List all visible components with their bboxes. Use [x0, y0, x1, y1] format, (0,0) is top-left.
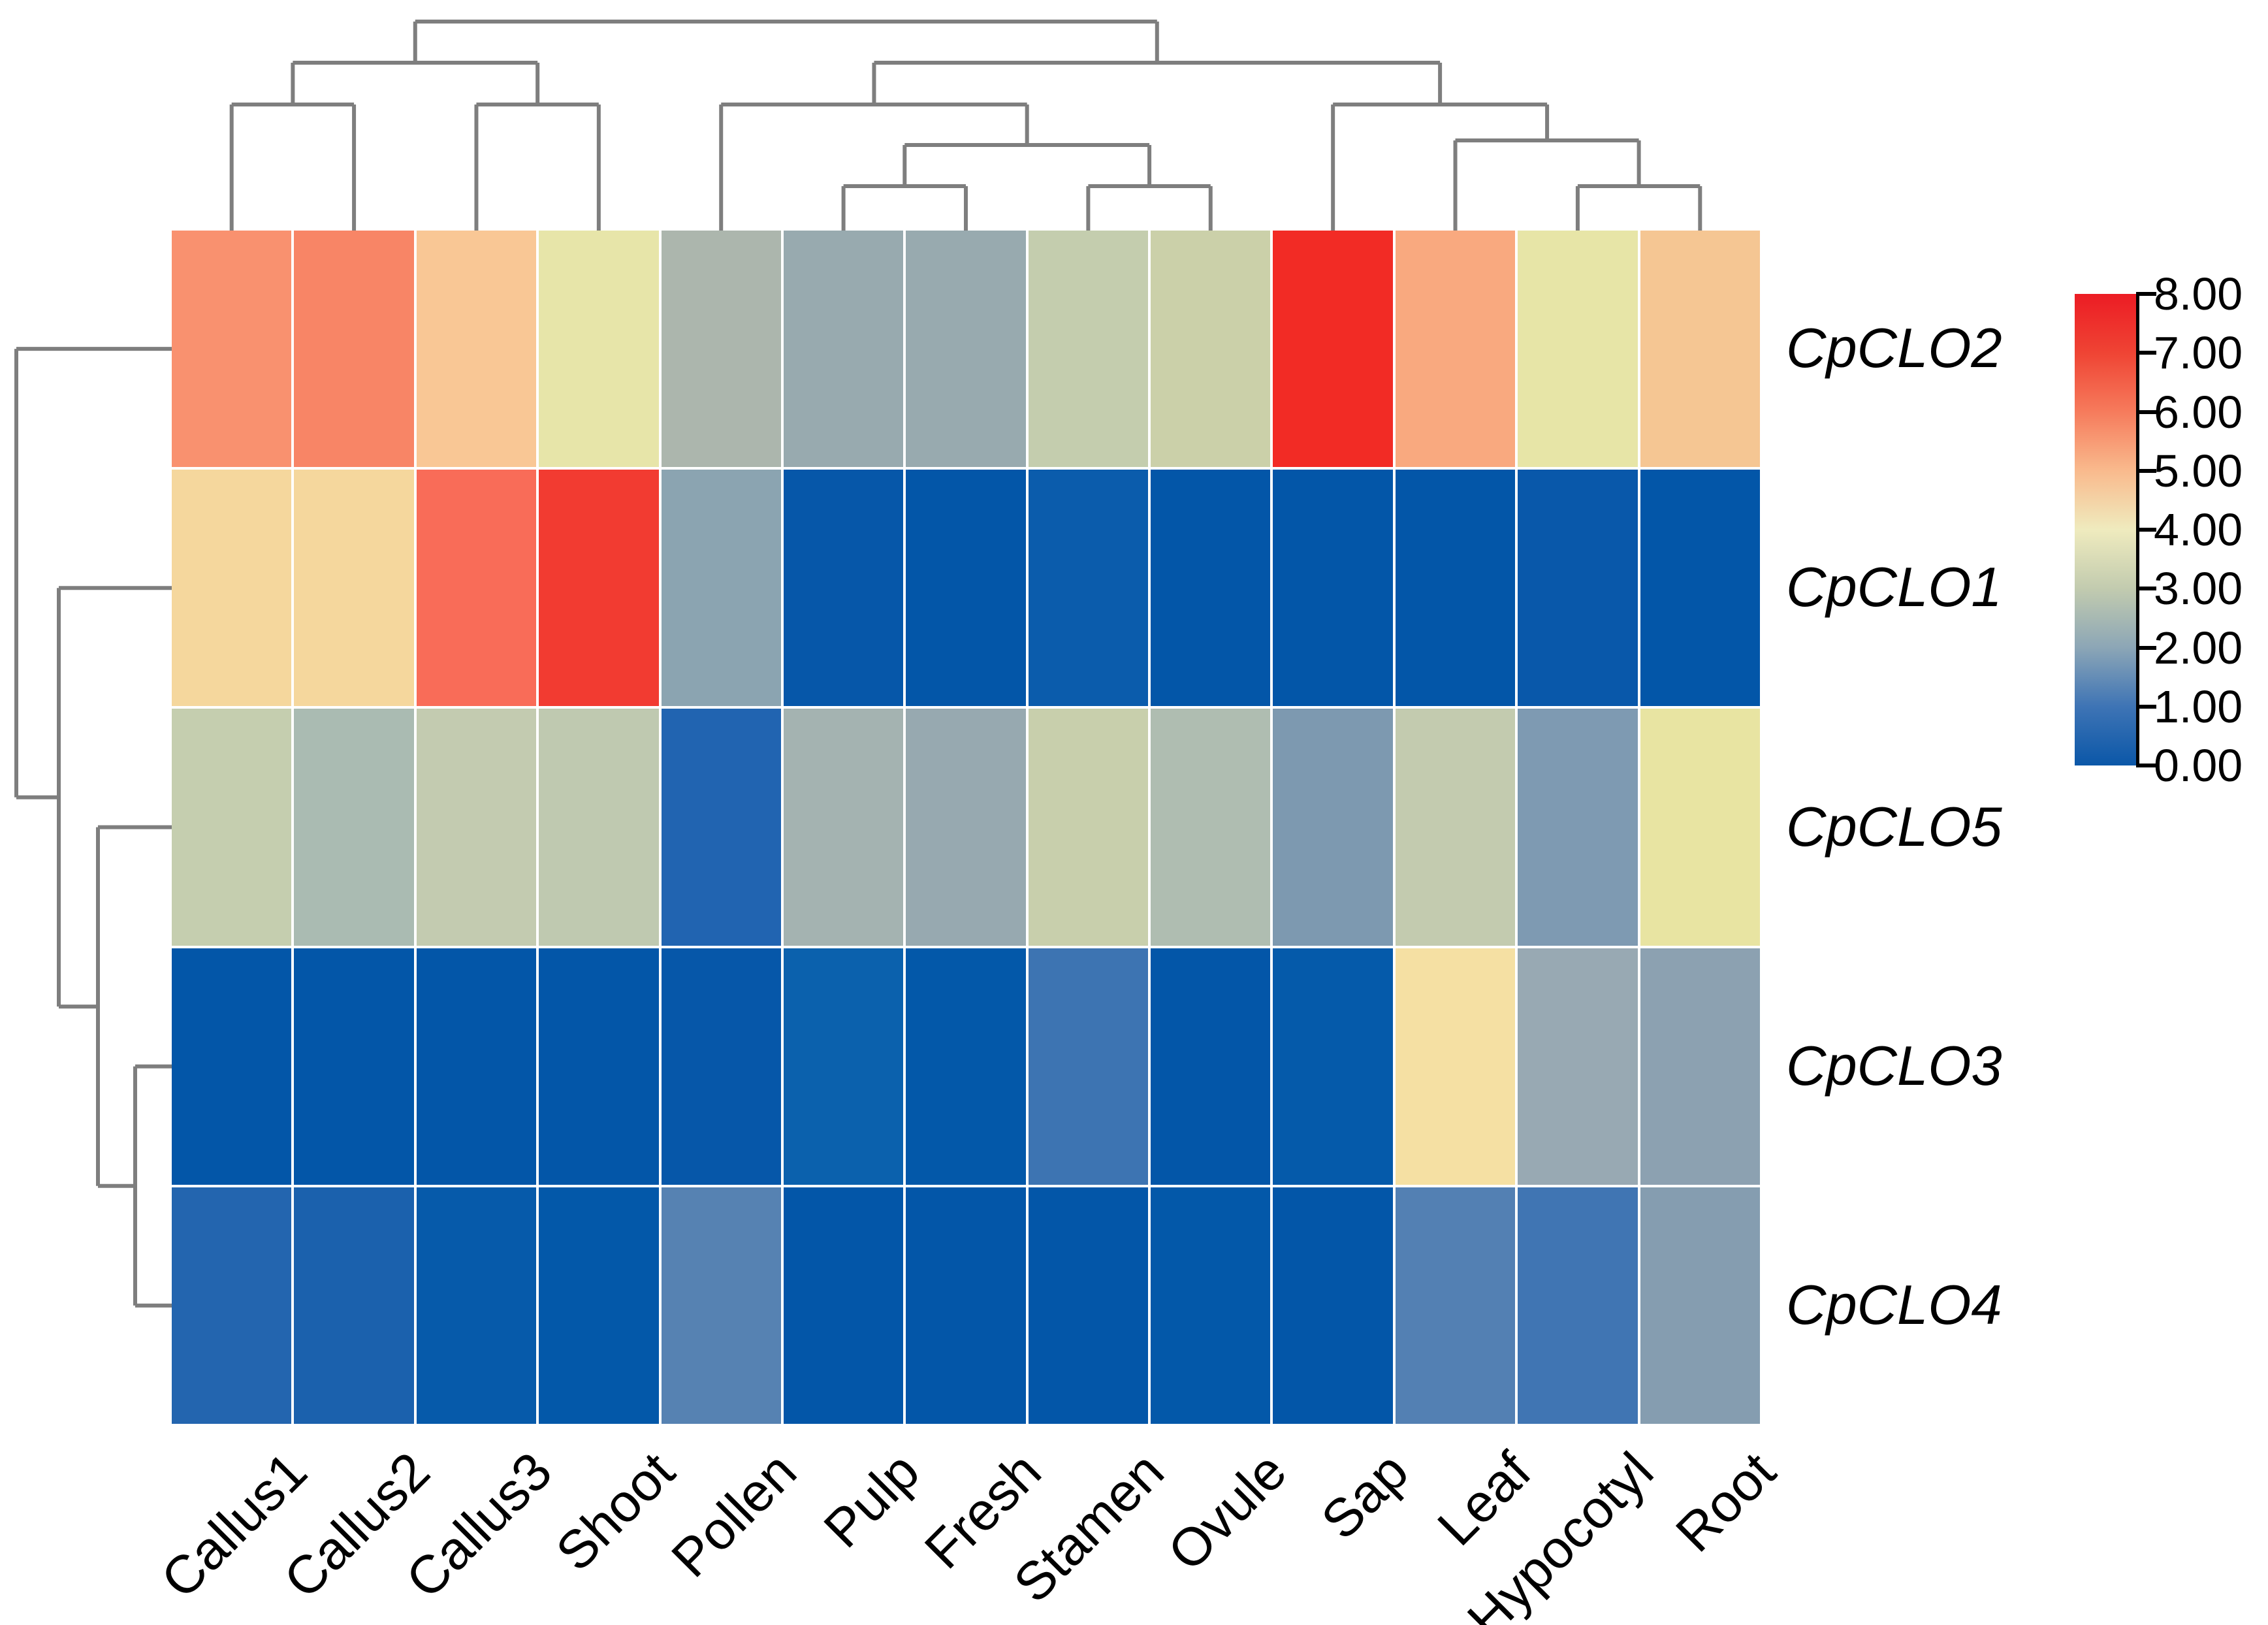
heatmap-cell	[1640, 948, 1760, 1185]
heatmap-cell	[416, 231, 537, 468]
heatmap-cell	[294, 231, 414, 468]
heatmap-cell	[1273, 470, 1393, 707]
heatmap-cell	[906, 1187, 1026, 1424]
heatmap-cell	[906, 948, 1026, 1185]
heatmap-cell	[294, 948, 414, 1185]
heatmap-cell	[661, 1187, 781, 1424]
heatmap-cell	[1028, 709, 1149, 946]
heatmap-cell	[1518, 231, 1638, 468]
column-label: Shoot	[545, 1441, 686, 1583]
colorbar-tick	[2139, 587, 2156, 591]
heatmap-cell	[783, 948, 904, 1185]
row-label: CpCLO2	[1786, 317, 2002, 380]
heatmap-cell	[661, 709, 781, 946]
colorbar-tick-label: 1.00	[2154, 681, 2243, 732]
heatmap-cell	[783, 709, 904, 946]
column-label: Pulp	[812, 1441, 931, 1560]
heatmap-cell	[1273, 231, 1393, 468]
heatmap-cell	[1028, 948, 1149, 1185]
heatmap-cell	[1395, 1187, 1516, 1424]
heatmap-cell	[1518, 470, 1638, 707]
colorbar-tick	[2139, 645, 2156, 650]
heatmap-cell	[1273, 948, 1393, 1185]
colorbar-tick	[2139, 292, 2156, 296]
column-label: Sap	[1310, 1441, 1420, 1551]
colorbar-tick	[2139, 528, 2156, 532]
colorbar-tick	[2139, 704, 2156, 709]
heatmap-cell	[1151, 470, 1271, 707]
heatmap-cell	[783, 1187, 904, 1424]
heatmap-cell	[1395, 709, 1516, 946]
heatmap-cell	[172, 231, 292, 468]
colorbar-tick-label: 7.00	[2154, 327, 2243, 379]
colorbar-tick	[2139, 764, 2156, 767]
heatmap-cell	[906, 709, 1026, 946]
heatmap-cell	[172, 709, 292, 946]
heatmap-cell	[1640, 470, 1760, 707]
row-label: CpCLO4	[1786, 1274, 2002, 1336]
row-label: CpCLO1	[1786, 556, 2002, 619]
heatmap-cell	[1518, 1187, 1638, 1424]
heatmap-cell	[1518, 948, 1638, 1185]
colorbar-tick-label: 2.00	[2154, 622, 2243, 673]
heatmap-cell	[1395, 470, 1516, 707]
heatmap-cell	[1151, 231, 1271, 468]
heatmap-cell	[1028, 1187, 1149, 1424]
colorbar-gradient	[2075, 294, 2136, 765]
heatmap-cell	[661, 470, 781, 707]
column-label: Root	[1665, 1441, 1787, 1564]
heatmap-cell	[539, 231, 659, 468]
colorbar-tick-label: 6.00	[2154, 386, 2243, 438]
row-label: CpCLO5	[1786, 796, 2002, 858]
heatmap-cell	[906, 231, 1026, 468]
heatmap-cell	[661, 231, 781, 468]
colorbar-tick-label: 5.00	[2154, 445, 2243, 496]
heatmap-cell	[172, 1187, 292, 1424]
heatmap-cell	[1028, 470, 1149, 707]
heatmap-cell	[1151, 709, 1271, 946]
colorbar-tick	[2139, 351, 2156, 355]
heatmap-cell	[1395, 231, 1516, 468]
heatmap-cell	[1028, 231, 1149, 468]
heatmap-cell	[416, 470, 537, 707]
heatmap-cell	[783, 470, 904, 707]
heatmap-cell	[1395, 948, 1516, 1185]
heatmap-cell	[1151, 948, 1271, 1185]
heatmap-cell	[539, 1187, 659, 1424]
heatmap-cell	[416, 1187, 537, 1424]
heatmap-cell	[172, 948, 292, 1185]
heatmap-cell	[1640, 1187, 1760, 1424]
colorbar-tick-label: 0.00	[2154, 740, 2243, 791]
heatmap-cell	[294, 709, 414, 946]
colorbar-tick-label: 4.00	[2154, 504, 2243, 555]
heatmap-cell	[416, 948, 537, 1185]
heatmap-cell	[1640, 231, 1760, 468]
heatmap-cell	[539, 948, 659, 1185]
heatmap-cell	[294, 1187, 414, 1424]
heatmap-cell	[1273, 709, 1393, 946]
colorbar-tick	[2139, 468, 2156, 473]
row-dendrogram	[14, 347, 172, 1308]
heatmap-cell	[1151, 1187, 1271, 1424]
heatmap-cell	[661, 948, 781, 1185]
heatmap-cell	[1273, 1187, 1393, 1424]
heatmap-cell	[783, 231, 904, 468]
heatmap-cell	[539, 470, 659, 707]
heatmap-cell	[1518, 709, 1638, 946]
heatmap-cell	[539, 709, 659, 946]
colorbar-tick	[2139, 410, 2156, 414]
colorbar-tick-label: 8.00	[2154, 268, 2243, 319]
heatmap-cell	[906, 470, 1026, 707]
heatmap-cell	[172, 470, 292, 707]
column-label: Ovule	[1157, 1441, 1298, 1583]
colorbar-tick-label: 3.00	[2154, 563, 2243, 615]
heatmap-cell	[1640, 709, 1760, 946]
column-dendrogram	[229, 20, 1702, 231]
row-label: CpCLO3	[1786, 1035, 2002, 1097]
heatmap-cell	[416, 709, 537, 946]
column-label: Pollen	[660, 1441, 808, 1589]
heatmap-cell	[294, 470, 414, 707]
colorbar-axis-line	[2136, 292, 2139, 767]
